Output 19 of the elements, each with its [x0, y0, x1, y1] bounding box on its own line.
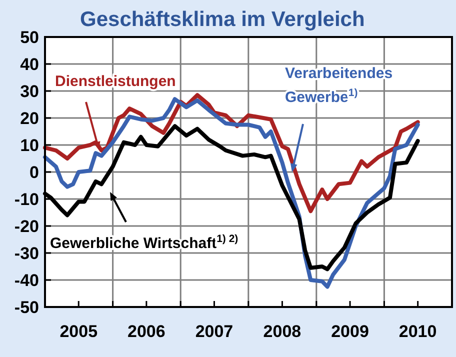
x-tick-label: 2007	[195, 322, 234, 341]
chart-title: Geschäftsklima im Vergleich	[80, 8, 365, 31]
x-tick-label: 2005	[60, 322, 98, 341]
y-tick-label: -40	[14, 270, 39, 290]
x-tick-label: 2006	[128, 322, 166, 341]
legend-label: Gewerbliche Wirtschaft$^{1) 2)}$	[50, 233, 238, 252]
y-tick-label: 10	[20, 136, 39, 155]
y-tick-label: 40	[20, 54, 39, 74]
y-tick-label: 0	[30, 162, 39, 182]
y-tick-label: -30	[14, 244, 39, 263]
x-tick-label: 2010	[398, 322, 437, 341]
x-tick-label: 2009	[331, 322, 369, 341]
y-tick-label: -20	[14, 216, 39, 236]
y-tick-label: 20	[20, 108, 39, 128]
y-tick-label: 30	[20, 82, 39, 101]
y-tick-label: -10	[14, 190, 39, 209]
x-tick-label: 2008	[263, 322, 302, 341]
y-tick-label: 50	[20, 28, 39, 47]
y-tick-label: -50	[14, 298, 39, 317]
